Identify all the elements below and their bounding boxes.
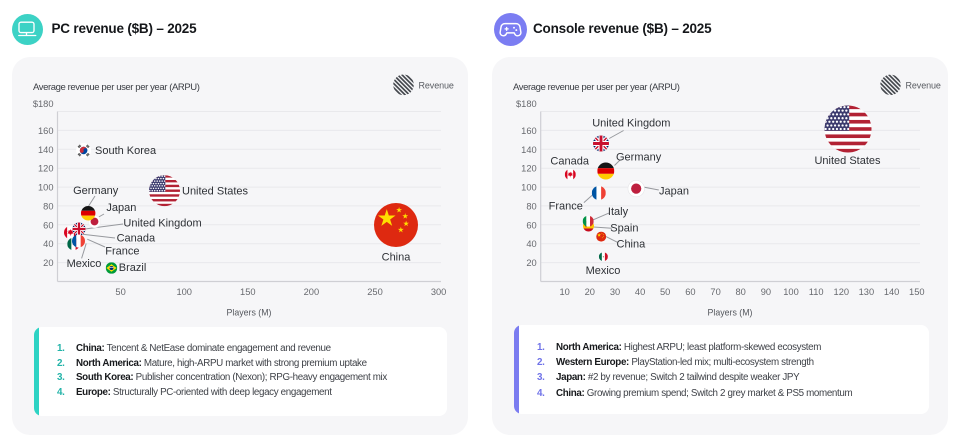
svg-text:Japan: Japan: [106, 202, 136, 214]
svg-text:100: 100: [176, 287, 192, 297]
svg-text:Brazil: Brazil: [119, 262, 147, 274]
svg-text:80: 80: [526, 201, 536, 211]
svg-text:Canada: Canada: [550, 156, 589, 168]
svg-text:250: 250: [367, 287, 383, 297]
svg-text:140: 140: [38, 145, 54, 155]
svg-text:120: 120: [521, 164, 537, 174]
svg-text:Revenue: Revenue: [419, 81, 454, 91]
svg-text:150: 150: [909, 287, 925, 297]
svg-text:Revenue: Revenue: [906, 81, 941, 91]
svg-text:60: 60: [526, 220, 536, 230]
svg-text:50: 50: [115, 287, 125, 297]
svg-text:130: 130: [859, 287, 875, 297]
svg-text:120: 120: [38, 164, 54, 174]
svg-text:60: 60: [685, 287, 695, 297]
svg-text:Average revenue per user per y: Average revenue per user per year (ARPU): [33, 82, 200, 93]
svg-text:China: China: [382, 252, 412, 264]
svg-text:Germany: Germany: [616, 152, 662, 164]
svg-text:South Korea: South Korea: [95, 145, 157, 157]
svg-text:120: 120: [834, 287, 850, 297]
svg-text:Spain: Spain: [610, 223, 638, 235]
svg-text:100: 100: [783, 287, 799, 297]
svg-text:20: 20: [585, 287, 595, 297]
svg-text:Japan: Japan: [659, 185, 689, 197]
svg-text:$180: $180: [33, 99, 54, 109]
svg-text:40: 40: [635, 287, 645, 297]
svg-text:300: 300: [431, 287, 447, 297]
svg-text:80: 80: [736, 287, 746, 297]
svg-text:United States: United States: [182, 185, 249, 197]
svg-text:140: 140: [884, 287, 900, 297]
svg-text:China: China: [617, 239, 647, 251]
svg-text:Players (M): Players (M): [708, 308, 753, 318]
svg-text:20: 20: [526, 258, 536, 268]
svg-text:20: 20: [43, 258, 53, 268]
svg-text:Average revenue per user per y: Average revenue per user per year (ARPU): [513, 82, 680, 93]
svg-text:France: France: [549, 201, 583, 213]
svg-text:110: 110: [809, 287, 824, 297]
svg-text:$180: $180: [516, 99, 537, 109]
svg-text:90: 90: [761, 287, 771, 297]
svg-text:United States: United States: [814, 155, 881, 167]
svg-text:Canada: Canada: [117, 233, 156, 245]
svg-text:140: 140: [521, 145, 537, 155]
svg-text:Mexico: Mexico: [67, 258, 102, 270]
svg-text:Players (M): Players (M): [227, 308, 272, 318]
svg-text:100: 100: [38, 183, 54, 193]
svg-text:Germany: Germany: [73, 185, 119, 197]
svg-text:160: 160: [521, 126, 537, 136]
svg-text:40: 40: [526, 239, 536, 249]
svg-text:70: 70: [710, 287, 720, 297]
svg-text:Italy: Italy: [608, 206, 629, 218]
svg-text:United Kingdom: United Kingdom: [592, 118, 670, 130]
svg-text:50: 50: [660, 287, 670, 297]
svg-text:Mexico: Mexico: [586, 265, 621, 277]
svg-text:200: 200: [304, 287, 320, 297]
svg-text:160: 160: [38, 126, 54, 136]
svg-text:United Kingdom: United Kingdom: [123, 218, 201, 230]
svg-text:40: 40: [43, 239, 53, 249]
svg-text:10: 10: [560, 287, 570, 297]
svg-text:100: 100: [521, 183, 537, 193]
svg-text:60: 60: [43, 220, 53, 230]
svg-text:France: France: [105, 246, 139, 258]
svg-text:30: 30: [610, 287, 620, 297]
svg-text:150: 150: [240, 287, 256, 297]
svg-text:80: 80: [43, 201, 53, 211]
